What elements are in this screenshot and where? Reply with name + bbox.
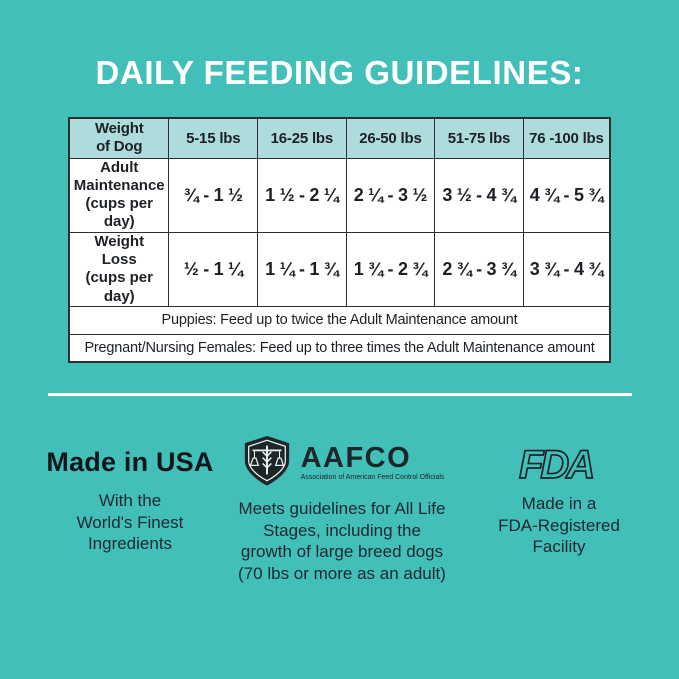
page-title: DAILY FEEDING GUIDELINES: [95,54,584,91]
weight-loss-16-25: 1 ¼ - 1 ¾ [257,231,347,307]
adult-maintenance-51-75: 3 ½ - 4 ¾ [434,157,524,233]
fda-logo-icon: FDA [468,443,650,485]
weight-loss-76-100: 3 ¾ - 4 ¾ [522,231,611,307]
weight-loss-51-75: 2 ¾ - 3 ¾ [434,231,524,307]
adult-maintenance-76-100: 4 ¾ - 5 ¾ [522,157,611,233]
made-in-usa-subtitle: With the World's Finest Ingredients [76,491,184,553]
aafco-word: AAFCO [300,442,412,475]
adult-maintenance-16-25: 1 ½ - 2 ¼ [257,157,347,233]
fda-block: FDA Made in a FDA-Registered Facility [468,443,650,558]
header-5-15-lbs: 5-15 lbs [168,117,259,159]
feeding-table: Weight of Dog 5-15 lbs 16-25 lbs 26-50 l… [68,117,611,364]
aafco-shield-icon [240,435,294,492]
header-76-100-lbs: 76 -100 lbs [522,117,611,159]
note-row-pregnant: Pregnant/Nursing Females: Feed up to thr… [68,333,611,363]
made-in-usa-block: Made in USA With the World's Finest Ingr… [26,447,234,555]
aafco-block: AAFCO Association of American Feed Contr… [216,435,468,584]
puppies-note: Puppies: Feed up to twice the Adult Main… [68,305,611,335]
row-label-adult-maintenance: Adult Maintenance (cups per day) [68,157,170,233]
feeding-table-wrap: Weight of Dog 5-15 lbs 16-25 lbs 26-50 l… [68,117,611,364]
fda-subtitle: Made in a FDA-Registered Facility [498,494,620,556]
row-label-weight-loss: Weight Loss (cups per day) [68,231,170,307]
made-in-usa-title: Made in USA [46,447,214,477]
svg-text:FDA: FDA [519,443,592,485]
header-16-25-lbs: 16-25 lbs [257,117,347,159]
pregnant-nursing-note: Pregnant/Nursing Females: Feed up to thr… [68,333,611,363]
aafco-logo: AAFCO Association of American Feed Contr… [216,435,468,492]
horizontal-divider [48,393,632,396]
weight-loss-5-15: ½ - 1 ¼ [168,231,259,307]
weight-loss-26-50: 1 ¾ - 2 ¾ [345,231,436,307]
adult-maintenance-26-50: 2 ¼ - 3 ½ [345,157,436,233]
header-weight-of-dog: Weight of Dog [68,117,170,159]
row-weight-loss: Weight Loss (cups per day) ½ - 1 ¼ 1 ¼ -… [68,231,611,307]
aafco-tagline: Association of American Feed Control Off… [300,473,445,481]
aafco-description: Meets guidelines for All Life Stages, in… [238,499,446,583]
note-row-puppies: Puppies: Feed up to twice the Adult Main… [68,305,611,335]
table-header-row: Weight of Dog 5-15 lbs 16-25 lbs 26-50 l… [68,117,611,159]
row-adult-maintenance: Adult Maintenance (cups per day) ¾ - 1 ½… [68,157,611,233]
header-26-50-lbs: 26-50 lbs [345,117,436,159]
header-51-75-lbs: 51-75 lbs [434,117,524,159]
aafco-wordmark: AAFCO Association of American Feed Contr… [300,442,445,481]
adult-maintenance-5-15: ¾ - 1 ½ [168,157,259,233]
